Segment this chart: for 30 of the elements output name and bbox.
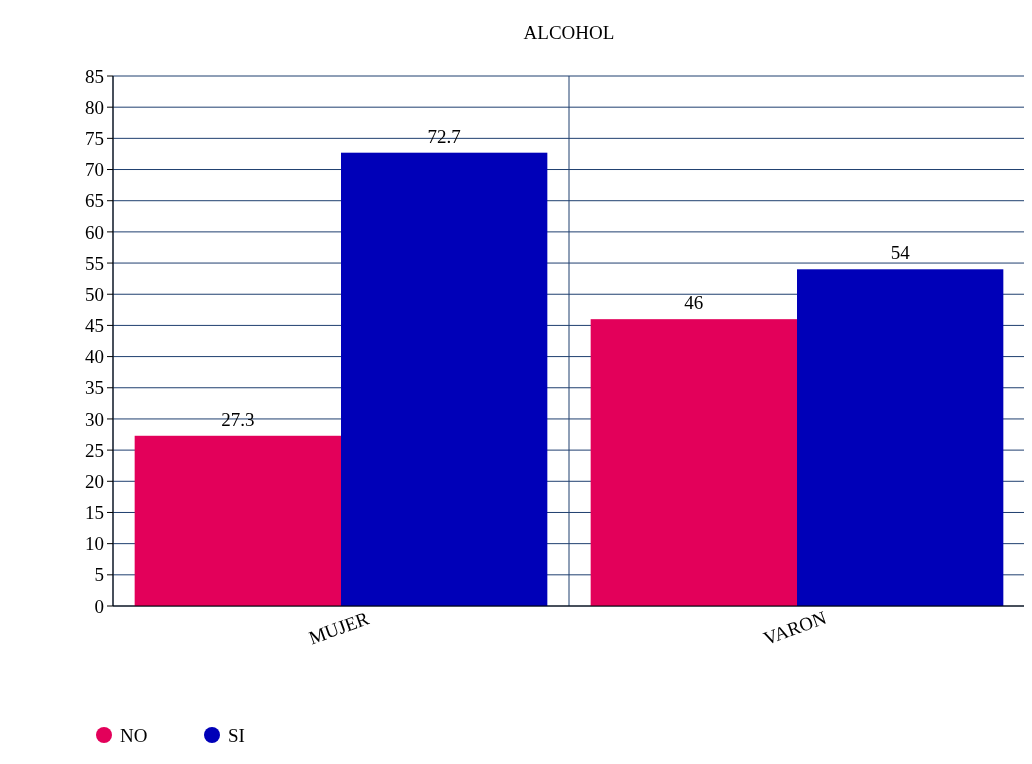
y-tick-label: 45 xyxy=(85,315,104,337)
y-tick-label: 35 xyxy=(85,377,104,399)
y-tick-label: 85 xyxy=(85,65,104,87)
y-tick-label: 10 xyxy=(85,533,104,555)
y-tick-label: 60 xyxy=(85,221,104,243)
data-label: 54 xyxy=(890,242,911,264)
legend-label: SI xyxy=(228,724,245,746)
data-label: 27.3 xyxy=(221,408,255,430)
y-tick-label: 65 xyxy=(85,190,104,212)
y-tick-label: 80 xyxy=(85,96,104,118)
y-tick-label: 25 xyxy=(85,439,104,461)
legend-label: NO xyxy=(120,724,148,746)
bar xyxy=(134,435,341,606)
y-tick-label: 75 xyxy=(85,128,104,149)
y-tick-label: 70 xyxy=(85,159,104,181)
x-tick-label: VARON xyxy=(760,606,830,649)
bar xyxy=(590,319,797,606)
y-tick-label: 20 xyxy=(85,470,104,492)
y-tick-label: 50 xyxy=(85,283,104,305)
y-tick-label: 5 xyxy=(94,564,104,586)
y-tick-label: 0 xyxy=(94,595,104,617)
bar xyxy=(341,152,548,606)
x-tick-label: MUJER xyxy=(305,607,372,649)
y-tick-label: 30 xyxy=(85,408,104,430)
bar xyxy=(797,269,1004,606)
chart-title: ALCOHOL xyxy=(523,22,615,43)
data-label: 46 xyxy=(684,292,704,314)
y-tick-label: 15 xyxy=(85,502,104,524)
y-tick-label: 55 xyxy=(85,252,104,274)
y-tick-label: 40 xyxy=(85,346,104,368)
